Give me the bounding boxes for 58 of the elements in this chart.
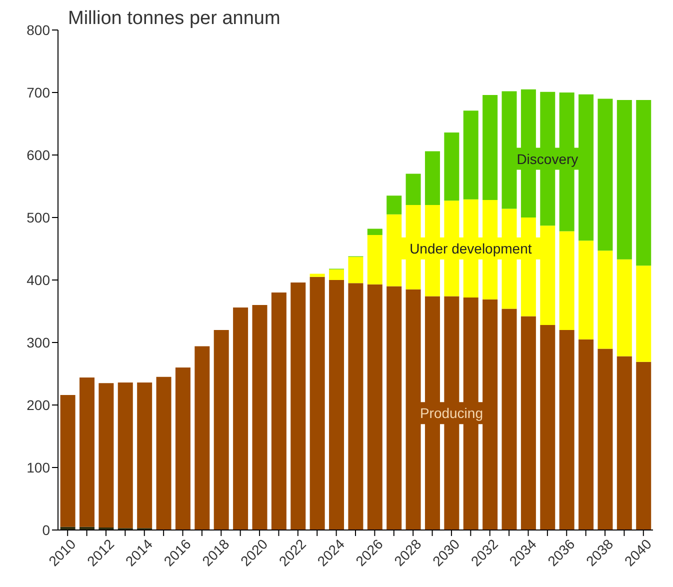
bar bbox=[636, 362, 652, 530]
bar bbox=[290, 282, 306, 530]
bar bbox=[559, 231, 574, 330]
bar bbox=[616, 100, 632, 260]
bar bbox=[348, 283, 364, 530]
y-tick-label: 100 bbox=[26, 459, 50, 476]
series-label: Under development bbox=[410, 240, 532, 256]
bar bbox=[386, 196, 402, 214]
bar bbox=[310, 276, 325, 530]
bar bbox=[252, 305, 268, 530]
bar bbox=[598, 348, 613, 530]
bar bbox=[424, 151, 440, 205]
bar bbox=[348, 256, 364, 284]
bar bbox=[598, 98, 613, 251]
bar bbox=[520, 316, 536, 530]
series-label: Producing bbox=[420, 405, 483, 422]
y-tick-label: 200 bbox=[26, 396, 50, 413]
bar bbox=[616, 259, 632, 356]
y-tick-label: 300 bbox=[26, 334, 50, 350]
bar bbox=[79, 378, 94, 527]
bar bbox=[578, 240, 594, 340]
y-tick-label: 700 bbox=[26, 84, 50, 100]
bar bbox=[636, 266, 652, 362]
bar bbox=[463, 110, 478, 200]
bar bbox=[444, 132, 460, 201]
bar bbox=[271, 292, 286, 530]
bar bbox=[367, 284, 382, 530]
y-tick-label: 600 bbox=[26, 146, 50, 163]
bar bbox=[156, 376, 172, 530]
bar bbox=[310, 274, 325, 277]
bar bbox=[60, 395, 76, 527]
bar bbox=[406, 174, 421, 205]
bar bbox=[175, 368, 190, 530]
bar bbox=[214, 330, 229, 530]
y-tick-label: 500 bbox=[26, 209, 50, 226]
bar bbox=[578, 339, 594, 530]
bar bbox=[118, 382, 133, 528]
bar bbox=[616, 356, 632, 530]
y-tick-label: 800 bbox=[26, 22, 50, 38]
bar bbox=[636, 100, 652, 266]
bar bbox=[137, 382, 152, 528]
y-tick-label: 400 bbox=[26, 272, 50, 288]
series-label: Discovery bbox=[516, 150, 578, 167]
bar bbox=[98, 383, 114, 528]
bar bbox=[194, 346, 210, 530]
y-axis-title: Million tonnes per annum bbox=[68, 8, 280, 30]
bar bbox=[540, 325, 556, 530]
bar bbox=[482, 95, 498, 200]
bar bbox=[386, 286, 402, 530]
bar bbox=[367, 228, 382, 235]
bar bbox=[233, 308, 248, 530]
bar bbox=[329, 269, 344, 280]
bar bbox=[598, 250, 613, 349]
y-tick-label: 0 bbox=[42, 522, 50, 538]
bar bbox=[559, 330, 574, 530]
bar bbox=[502, 308, 517, 530]
bar bbox=[367, 235, 382, 284]
bar bbox=[329, 280, 344, 530]
